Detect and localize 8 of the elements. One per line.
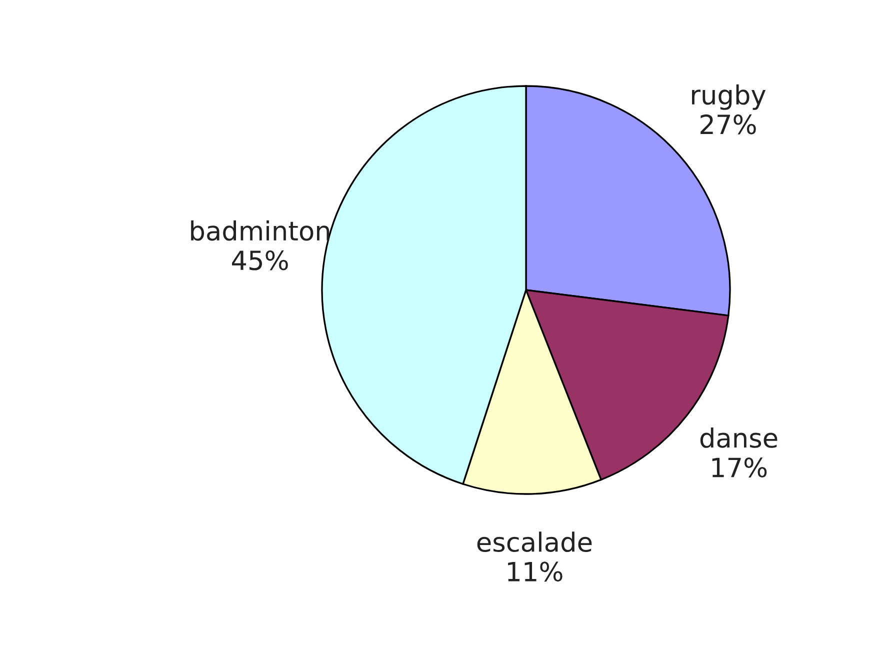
slice-label: badminton: [191, 220, 330, 241]
slice-label: rugby: [692, 84, 766, 110]
data-label: 11%: [508, 562, 562, 582]
data-label: 17%: [712, 458, 767, 478]
slice-label: danse: [700, 428, 778, 448]
data-label: 45%: [232, 250, 288, 270]
slice-label: escalade: [477, 532, 592, 552]
data-label: 27%: [700, 114, 756, 134]
